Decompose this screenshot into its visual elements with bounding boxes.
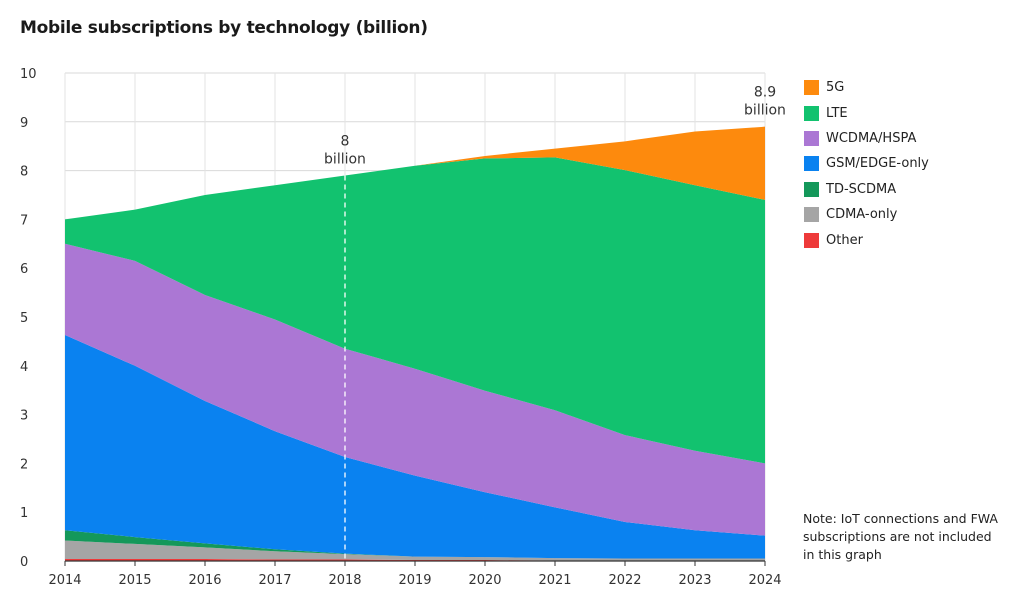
legend-label: Other <box>826 232 863 248</box>
x-tick-label: 2020 <box>468 573 501 588</box>
annotation-value: 8.9 <box>754 85 776 101</box>
legend-label: CDMA-only <box>826 207 898 223</box>
y-tick-label: 2 <box>20 457 28 472</box>
legend-label: LTE <box>826 105 848 121</box>
annotation-value: 8 <box>341 133 350 149</box>
legend-item-td-scdma: TD-SCDMA <box>804 177 929 202</box>
legend-swatch <box>804 156 819 172</box>
chart-note: Note: IoT connections and FWA subscripti… <box>803 511 998 562</box>
x-tick-label: 2014 <box>48 573 81 588</box>
legend-swatch <box>804 130 819 146</box>
legend-label: TD-SCDMA <box>826 181 897 197</box>
y-tick-label: 9 <box>20 116 28 131</box>
legend-label: WCDMA/HSPA <box>826 130 917 146</box>
legend-item-other: Other <box>804 227 929 252</box>
x-tick-label: 2019 <box>398 573 431 588</box>
legend-item-5g: 5G <box>804 75 929 100</box>
legend-label: 5G <box>826 80 845 96</box>
legend-item-wcdma-hspa: WCDMA/HSPA <box>804 126 929 151</box>
annotation-unit: billion <box>324 151 366 167</box>
legend-item-gsm-edge-only: GSM/EDGE-only <box>804 151 929 176</box>
y-tick-label: 5 <box>20 311 28 326</box>
annotation-unit: billion <box>744 103 786 119</box>
y-tick-label: 6 <box>20 262 28 277</box>
legend-swatch <box>804 105 819 121</box>
chart-title: Mobile subscriptions by technology (bill… <box>20 18 428 38</box>
area-5g <box>65 126 765 220</box>
legend: 5G LTE WCDMA/HSPA GSM/EDGE-only TD-SCDMA CDMA… <box>804 75 929 253</box>
legend-item-lte: LTE <box>804 100 929 125</box>
y-tick-label: 1 <box>20 506 28 521</box>
y-tick-label: 0 <box>20 555 28 570</box>
legend-item-cdma-only: CDMA-only <box>804 202 929 227</box>
annotations-group: 8 billion 8.9 billion <box>324 85 786 561</box>
legend-label: GSM/EDGE-only <box>826 156 929 172</box>
axes-group: 0 1 2 3 4 5 6 7 8 9 10 2014 2015 2016 2017 2018 2019 2020… <box>20 67 782 588</box>
legend-swatch <box>804 181 819 197</box>
area-series-group <box>65 126 765 561</box>
legend-swatch <box>804 80 819 96</box>
legend-swatch <box>804 232 819 248</box>
y-tick-label: 10 <box>20 67 37 82</box>
area-td-scdma <box>65 530 765 559</box>
y-tick-label: 3 <box>20 409 28 424</box>
x-tick-label: 2015 <box>118 573 151 588</box>
x-tick-label: 2023 <box>678 573 711 588</box>
area-lte <box>65 157 765 464</box>
x-tick-label: 2021 <box>538 573 571 588</box>
y-tick-label: 8 <box>20 165 28 180</box>
x-tick-label: 2018 <box>328 573 361 588</box>
area-cdma-only <box>65 540 765 561</box>
area-gsm-edge-only <box>65 335 765 559</box>
x-tick-label: 2024 <box>748 573 781 588</box>
x-tick-label: 2022 <box>608 573 641 588</box>
x-tick-label: 2016 <box>188 573 221 588</box>
y-tick-label: 7 <box>20 213 28 228</box>
area-wcdma-hspa <box>65 243 765 536</box>
legend-swatch <box>804 207 819 223</box>
x-tick-label: 2017 <box>258 573 291 588</box>
y-tick-label: 4 <box>20 360 28 375</box>
